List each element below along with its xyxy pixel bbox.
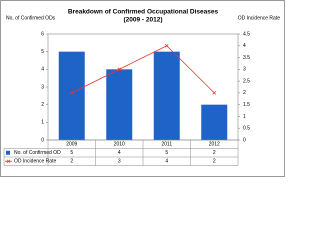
table-value: 2: [213, 150, 216, 156]
chart-title: Breakdown of Confirmed Occupational Dise…: [68, 9, 219, 16]
y2-tick-label: 1: [243, 114, 246, 120]
line-marker: [212, 91, 217, 95]
y-tick-label: 2: [41, 102, 44, 108]
line-marker: [117, 67, 122, 72]
line-marker: [69, 91, 74, 95]
chart-subtitle: (2009 - 2012): [123, 17, 162, 24]
bar: [106, 69, 133, 140]
line-marker: [164, 43, 169, 48]
bar: [58, 51, 85, 140]
y-axis-label: No. of Confirmed ODs: [6, 15, 56, 21]
x-tick-label: 2012: [209, 142, 220, 148]
y2-tick-label: 4.5: [243, 31, 250, 37]
y-tick-label: 1: [41, 120, 44, 126]
table-value: 5: [70, 150, 73, 156]
x-tick-label: 2009: [66, 142, 77, 148]
y2-tick-label: 2: [243, 90, 246, 96]
table-value: 3: [118, 159, 121, 165]
y2-tick-label: 4: [243, 43, 246, 49]
y2-tick-label: 1.5: [243, 102, 250, 108]
legend-label: OD Incidence Rate: [14, 159, 56, 165]
y-tick-label: 5: [41, 49, 44, 55]
bar: [201, 104, 228, 140]
y-tick-label: 0: [41, 137, 44, 143]
y2-tick-label: 3: [243, 67, 246, 73]
y2-tick-label: 0.5: [243, 126, 250, 132]
legend-swatch: [6, 150, 10, 155]
table-value: 4: [118, 150, 121, 156]
y2-tick-label: 3.5: [243, 55, 250, 61]
y-tick-label: 3: [41, 84, 44, 90]
legend-label: No. of Confirmed OD: [14, 150, 61, 156]
table-value: 4: [165, 159, 168, 165]
y2-axis-label: OD Incidence Rate: [238, 15, 280, 21]
line: [71, 45, 215, 94]
y2-tick-label: 2.5: [243, 78, 250, 84]
x-tick-label: 2011: [161, 142, 172, 148]
x-tick-label: 2010: [114, 142, 125, 148]
table-value: 5: [165, 150, 168, 156]
bar: [153, 51, 180, 140]
table-value: 2: [213, 159, 216, 165]
y2-tick-label: 0: [243, 137, 246, 143]
y-tick-label: 4: [41, 67, 44, 73]
table-value: 2: [70, 159, 73, 165]
chart: Breakdown of Confirmed Occupational Dise…: [0, 0, 285, 177]
legend-swatch: [6, 159, 11, 163]
y-tick-label: 6: [41, 31, 44, 37]
